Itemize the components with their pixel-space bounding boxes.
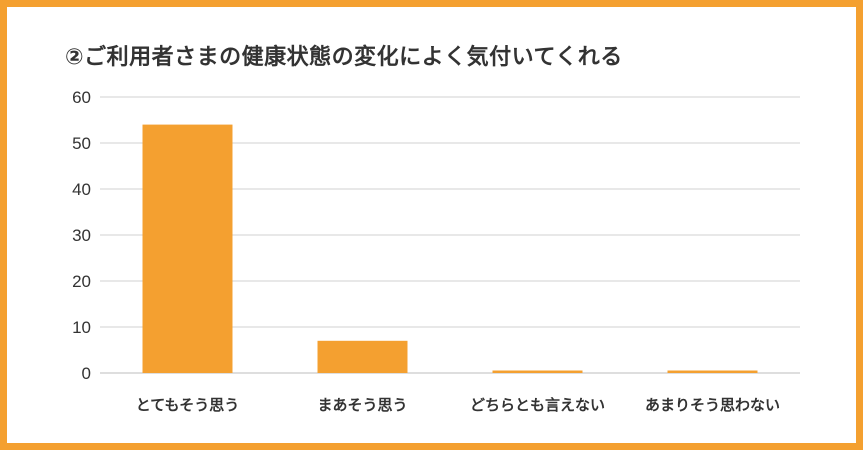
x-axis: とてもそう思う まあそう思う どちらとも言えない あまりそう思わない — [136, 396, 780, 414]
y-tick-label: 20 — [72, 272, 91, 291]
y-tick-label: 30 — [72, 226, 91, 245]
x-category-label: まあそう思う — [317, 396, 407, 414]
y-tick-label: 10 — [72, 318, 91, 337]
y-axis: 0 10 20 30 40 50 60 — [72, 88, 91, 383]
bar — [317, 340, 408, 373]
bars — [142, 124, 758, 373]
y-tick-label: 40 — [72, 180, 91, 199]
bar — [492, 370, 583, 373]
y-tick-label: 50 — [72, 134, 91, 153]
x-category-label: どちらとも言えない — [470, 396, 605, 414]
x-category-label: とてもそう思う — [136, 396, 240, 414]
bar — [142, 124, 233, 373]
x-category-label: あまりそう思わない — [645, 396, 780, 414]
y-tick-label: 0 — [82, 364, 91, 383]
y-tick-label: 60 — [72, 88, 91, 107]
bar — [667, 370, 758, 373]
chart-title: ②ご利用者さまの健康状態の変化によく気付いてくれる — [65, 45, 623, 70]
